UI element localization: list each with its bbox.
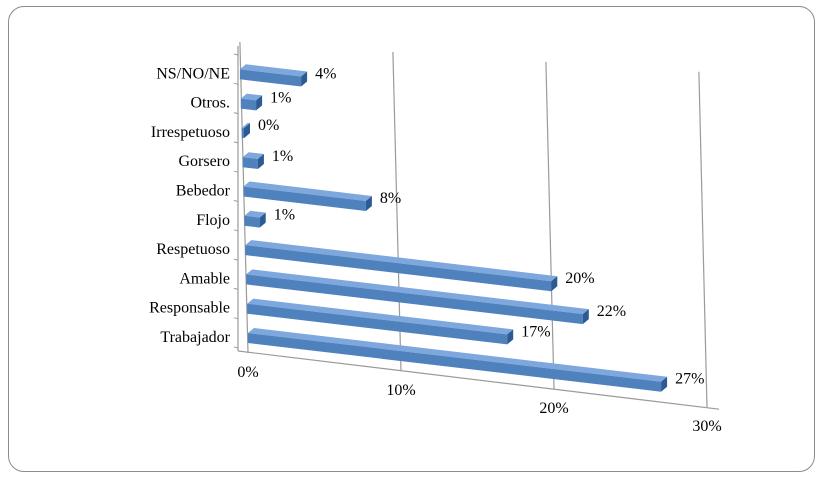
bar-end xyxy=(661,376,668,392)
value-label: 1% xyxy=(274,207,295,224)
bar-front xyxy=(241,127,244,139)
x-tick-label: 30% xyxy=(692,418,721,435)
gridline xyxy=(698,71,708,408)
value-labels: 4% 1% 0% 1% 8% 1% 20%22% 17% 27% xyxy=(258,66,704,388)
value-label: 22% xyxy=(597,303,626,320)
gridline xyxy=(239,41,249,354)
x-tick-label: 0% xyxy=(237,364,258,381)
y-axis-tick xyxy=(233,141,239,144)
bar-front xyxy=(247,303,508,345)
x-tick-labels: 0% 10% 20% 30% xyxy=(237,364,721,435)
bar xyxy=(246,269,589,325)
y-axis-tick xyxy=(233,82,239,85)
y-axis-tick xyxy=(233,258,239,261)
bar-top xyxy=(244,210,266,218)
bar xyxy=(247,298,514,345)
bar-top xyxy=(245,240,558,282)
category-label: Respetuoso xyxy=(156,241,230,258)
bar-end xyxy=(243,123,250,139)
category-label: Amable xyxy=(179,270,230,287)
y-axis-tick xyxy=(233,170,239,173)
category-label: Bebedor xyxy=(176,183,231,200)
y-axis-tick xyxy=(233,200,239,202)
bar-top xyxy=(241,122,250,129)
category-label: NS/NO/NE xyxy=(156,65,230,82)
bar xyxy=(248,328,668,392)
value-label: 4% xyxy=(315,66,336,83)
category-labels: NS/NO/NE Otros. Irrespetuoso Gorsero Bebedor… xyxy=(149,65,231,346)
bar-end xyxy=(257,154,264,170)
value-label: 0% xyxy=(258,117,279,134)
x-tick-label: 10% xyxy=(386,382,415,399)
bar-top xyxy=(243,181,372,201)
bar xyxy=(242,152,264,170)
bar-end xyxy=(301,71,308,87)
bar xyxy=(244,210,266,228)
bar-end xyxy=(507,329,514,345)
bar-end xyxy=(582,309,589,325)
gridlines xyxy=(233,41,720,410)
y-axis-tick xyxy=(233,317,239,320)
y-axis-tick xyxy=(233,112,239,115)
bar-top xyxy=(248,328,668,382)
bar-end xyxy=(259,212,266,228)
category-label: Trabajador xyxy=(160,329,230,346)
bar-top xyxy=(242,152,264,160)
bar-front xyxy=(240,98,257,111)
x-axis-line xyxy=(237,350,720,410)
value-label: 1% xyxy=(272,148,293,165)
bar xyxy=(239,64,308,87)
bar-front xyxy=(248,333,662,392)
bar xyxy=(243,181,372,211)
bar-front xyxy=(246,274,583,325)
bar-end xyxy=(551,276,558,292)
value-label: 17% xyxy=(521,323,550,340)
bar-top xyxy=(247,298,514,335)
category-label: Flojo xyxy=(196,212,230,229)
y-axis-tick xyxy=(233,287,239,290)
bar xyxy=(245,240,558,292)
bar-top xyxy=(240,93,263,101)
y-axis-tick xyxy=(233,53,239,56)
value-label: 20% xyxy=(565,270,594,287)
y-axis-tick xyxy=(233,229,239,232)
bar-front xyxy=(244,215,260,228)
bars xyxy=(239,64,668,392)
value-label: 8% xyxy=(380,190,401,207)
x-tick-label: 20% xyxy=(539,400,568,417)
value-label: 27% xyxy=(675,371,704,388)
category-label: Irrespetuoso xyxy=(151,124,230,141)
bar xyxy=(240,93,263,111)
chart-frame xyxy=(8,6,815,472)
category-label: Gorsero xyxy=(178,153,230,170)
bar-front xyxy=(245,245,552,292)
value-label: 1% xyxy=(270,89,291,106)
bar-front xyxy=(242,157,258,170)
bar-front xyxy=(243,186,366,211)
category-label: Responsable xyxy=(149,300,230,317)
bar-front xyxy=(239,69,302,87)
bar xyxy=(241,122,250,139)
bar-top xyxy=(239,64,308,77)
y-axis-tick xyxy=(233,346,239,349)
gridline xyxy=(545,61,555,390)
bar-top xyxy=(246,269,589,315)
category-label: Otros. xyxy=(190,95,230,112)
bar-end xyxy=(365,195,372,211)
bar-end xyxy=(256,95,263,111)
